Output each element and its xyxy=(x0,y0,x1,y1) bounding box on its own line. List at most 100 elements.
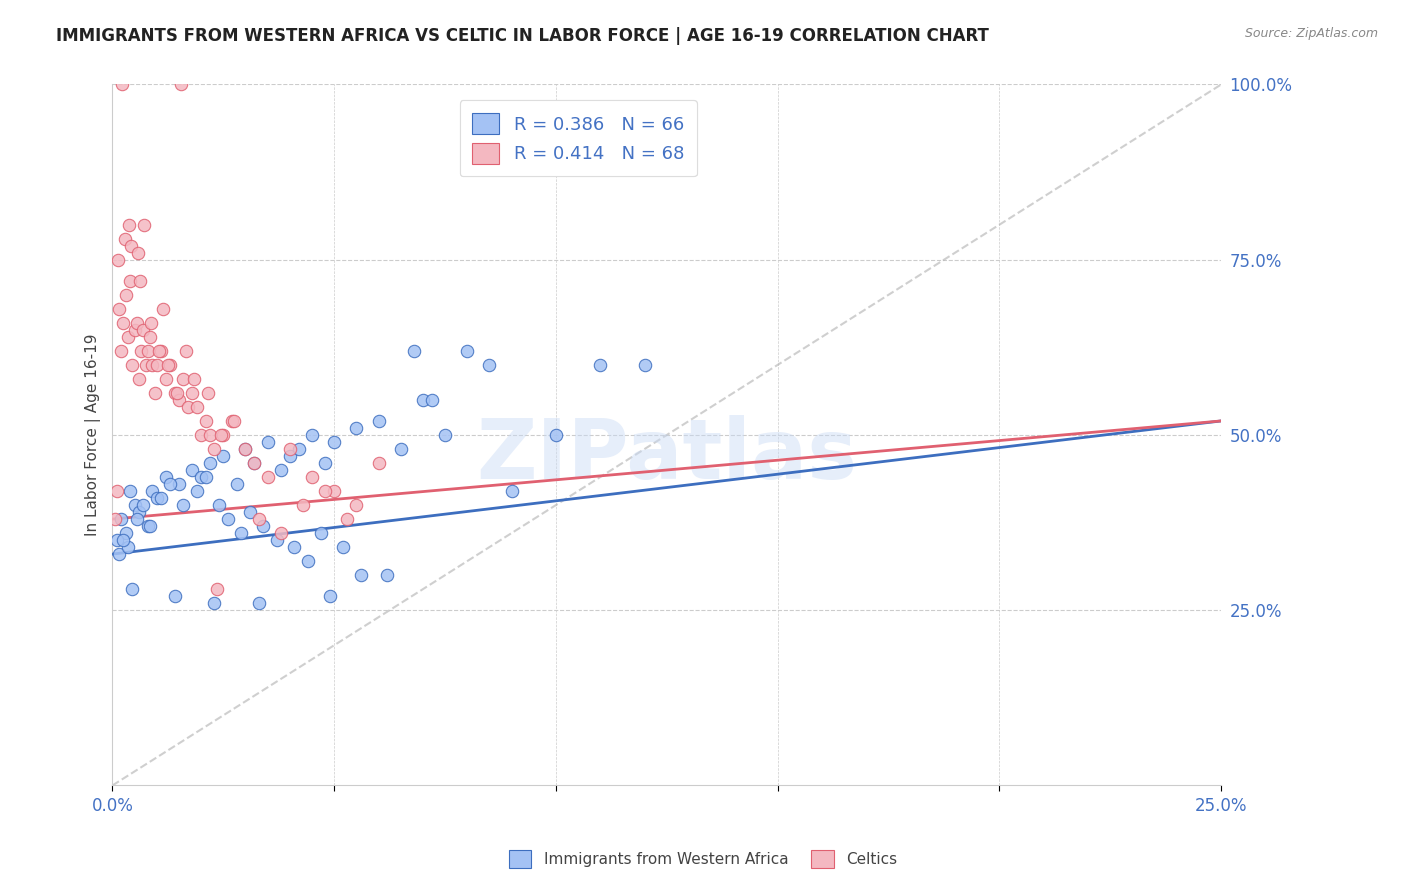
Point xyxy=(129,274,152,288)
Point xyxy=(589,358,612,372)
Point xyxy=(170,78,193,92)
Point xyxy=(194,414,217,428)
Point xyxy=(204,442,226,456)
Point xyxy=(125,512,148,526)
Point xyxy=(332,540,354,554)
Point xyxy=(270,463,292,477)
Point xyxy=(128,505,150,519)
Point xyxy=(114,287,136,301)
Point xyxy=(350,568,373,582)
Point xyxy=(117,330,139,344)
Point xyxy=(110,512,132,526)
Point xyxy=(256,434,278,449)
Point xyxy=(132,498,155,512)
Point xyxy=(212,428,235,442)
Point xyxy=(159,358,181,372)
Point xyxy=(252,519,274,533)
Point xyxy=(314,483,336,498)
Point xyxy=(194,470,217,484)
Point xyxy=(163,385,186,400)
Point xyxy=(174,343,197,358)
Point xyxy=(278,442,301,456)
Point xyxy=(114,526,136,541)
Point xyxy=(139,330,162,344)
Point xyxy=(208,498,231,512)
Point xyxy=(127,245,149,260)
Point xyxy=(204,596,226,610)
Point xyxy=(172,498,194,512)
Point xyxy=(319,589,342,603)
Point xyxy=(152,301,174,316)
Point xyxy=(121,582,143,597)
Point xyxy=(434,428,457,442)
Point xyxy=(367,414,389,428)
Point xyxy=(112,533,135,547)
Point xyxy=(128,372,150,386)
Point xyxy=(283,540,305,554)
Point xyxy=(167,477,190,491)
Point xyxy=(190,428,212,442)
Point xyxy=(136,519,159,533)
Point xyxy=(402,343,425,358)
Point xyxy=(141,316,163,330)
Point xyxy=(221,414,243,428)
Point xyxy=(367,456,389,470)
Point xyxy=(183,372,205,386)
Point xyxy=(314,456,336,470)
Point xyxy=(377,568,399,582)
Point xyxy=(420,392,443,407)
Point xyxy=(120,483,142,498)
Point xyxy=(163,589,186,603)
Point xyxy=(634,358,657,372)
Point xyxy=(336,512,359,526)
Point xyxy=(247,596,270,610)
Point xyxy=(270,526,292,541)
Y-axis label: In Labor Force | Age 16-19: In Labor Force | Age 16-19 xyxy=(86,334,101,536)
Point xyxy=(134,218,156,232)
Point xyxy=(205,582,228,597)
Text: ZIPatlas: ZIPatlas xyxy=(477,416,858,497)
Point xyxy=(186,400,208,414)
Point xyxy=(544,428,567,442)
Point xyxy=(243,456,266,470)
Point xyxy=(135,358,157,372)
Point xyxy=(297,554,319,568)
Point xyxy=(107,252,129,267)
Point xyxy=(292,498,315,512)
Point xyxy=(198,456,221,470)
Point xyxy=(190,470,212,484)
Point xyxy=(239,505,262,519)
Point xyxy=(129,343,152,358)
Point xyxy=(344,498,367,512)
Point xyxy=(117,540,139,554)
Point xyxy=(177,400,200,414)
Point xyxy=(155,372,177,386)
Point xyxy=(181,385,204,400)
Point xyxy=(167,392,190,407)
Point xyxy=(212,449,235,463)
Text: Source: ZipAtlas.com: Source: ZipAtlas.com xyxy=(1244,27,1378,40)
Point xyxy=(166,385,188,400)
Point xyxy=(159,477,181,491)
Point xyxy=(105,533,128,547)
Point xyxy=(224,414,246,428)
Point xyxy=(145,358,167,372)
Point xyxy=(108,547,131,561)
Point xyxy=(141,358,163,372)
Point xyxy=(111,78,134,92)
Point xyxy=(309,526,332,541)
Point xyxy=(323,434,346,449)
Point xyxy=(217,512,239,526)
Point xyxy=(125,316,148,330)
Point xyxy=(301,470,323,484)
Point xyxy=(256,470,278,484)
Point xyxy=(155,470,177,484)
Point xyxy=(120,274,142,288)
Text: IMMIGRANTS FROM WESTERN AFRICA VS CELTIC IN LABOR FORCE | AGE 16-19 CORRELATION : IMMIGRANTS FROM WESTERN AFRICA VS CELTIC… xyxy=(56,27,988,45)
Point xyxy=(209,428,232,442)
Point xyxy=(235,442,257,456)
Point xyxy=(247,512,270,526)
Point xyxy=(501,483,523,498)
Point xyxy=(148,343,170,358)
Point xyxy=(172,372,194,386)
